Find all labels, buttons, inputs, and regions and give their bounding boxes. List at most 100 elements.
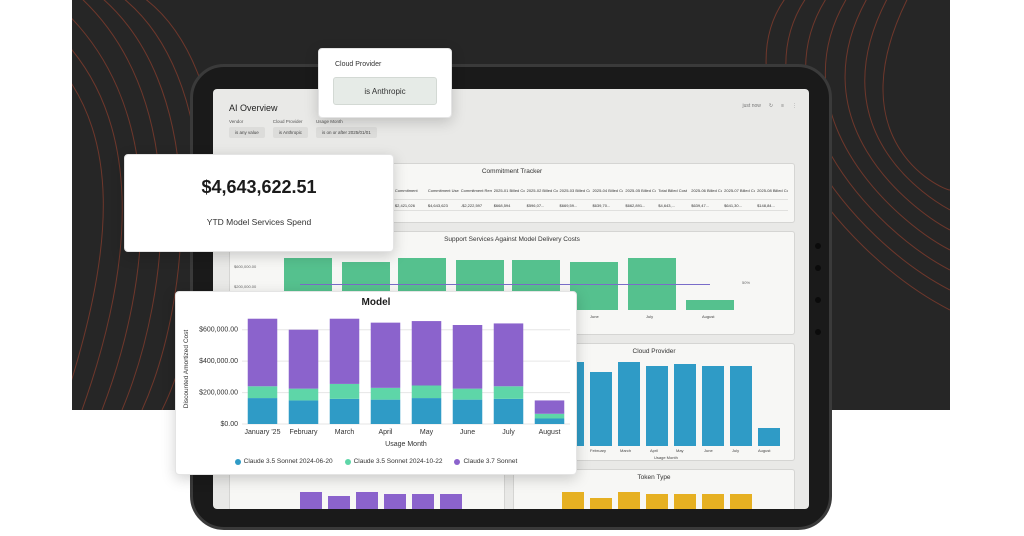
- table-cell: $669,59...: [559, 202, 578, 208]
- bar-segment: [370, 399, 401, 424]
- cloud-bar: [590, 372, 612, 446]
- filter-value[interactable]: is on or after 2025/01/01: [316, 127, 377, 138]
- filter-usage-month[interactable]: Usage Month is on or after 2025/01/01: [316, 119, 377, 138]
- table-header: 2025-02 Billed Cost: [526, 188, 558, 193]
- y-tick-label: $600,000.00: [199, 327, 238, 334]
- bar-segment: [247, 318, 278, 387]
- bar-segment: [411, 321, 442, 386]
- y-tick-label: $0.00: [220, 421, 238, 428]
- x-tick-label: March: [620, 448, 632, 453]
- y-tick-label: $400,000.00: [199, 358, 238, 365]
- table-cell: $148,84...: [757, 202, 775, 208]
- table-header: 2025-04 Billed Cost: [592, 188, 624, 193]
- chart-legend: Claude 3.5 Sonnet 2024-06-20 Claude 3.5 …: [176, 458, 576, 465]
- filter-vendor[interactable]: Vendor is any value: [229, 119, 265, 138]
- x-tick-label: April: [650, 448, 659, 453]
- table-cell: $639,70...: [592, 202, 611, 208]
- filter-label: Cloud Provider: [272, 119, 303, 124]
- button-dot: [815, 297, 821, 303]
- legend-swatch: [454, 458, 461, 465]
- cloud-bar: [730, 366, 752, 446]
- legend-item[interactable]: Claude 3.7 Sonnet: [454, 458, 517, 465]
- bar-segment: [534, 400, 565, 414]
- x-tick-label: August: [702, 314, 715, 319]
- dashboard-toolbar: just now ↻ ≡ ⋮: [743, 103, 797, 109]
- model-chart: $0.00 $200,000.00 $400,000.00 $600,000.00 Di…: [183, 318, 570, 448]
- table-header: 2025-08 Billed Cost: [757, 188, 788, 193]
- bar-segment: [288, 388, 319, 401]
- bar-segment: [329, 398, 360, 424]
- x-tick-label: April: [378, 429, 392, 436]
- table-cell: $662,891...: [625, 202, 646, 208]
- filter-icon[interactable]: ≡: [781, 103, 784, 109]
- model-bar-bg: [412, 494, 434, 509]
- table-header: Commitment: [394, 188, 418, 193]
- table-cell: $639,47...: [691, 202, 710, 208]
- model-bar-bg: [440, 494, 462, 509]
- x-axis-title: Usage Month: [385, 441, 427, 448]
- camera-dot: [815, 243, 821, 249]
- filter-label: Vendor: [229, 119, 244, 124]
- bar-segment: [411, 398, 442, 424]
- bar-segment: [493, 323, 524, 387]
- commitment-table: Vendor Commitment Commitment Used Commit…: [360, 182, 788, 211]
- table-cell: $596,07...: [526, 202, 545, 208]
- sensor-dot: [815, 265, 821, 271]
- bar-segment: [493, 386, 524, 399]
- model-bar-bg: [384, 494, 406, 509]
- token-bar: [646, 494, 668, 509]
- bar-segment: [247, 398, 278, 424]
- table-header: Total Billed Cost: [658, 188, 687, 193]
- filter-value[interactable]: is Anthropic: [272, 127, 309, 138]
- model-bar-bg: [328, 496, 350, 509]
- x-tick-label: March: [335, 429, 355, 436]
- x-axis-title: Usage Month: [654, 455, 678, 460]
- y-tick-label: $200,000.00: [234, 284, 257, 289]
- filter-label: Usage Month: [316, 119, 343, 124]
- token-bar: [702, 494, 724, 509]
- filter-card-title: Cloud Provider: [335, 61, 382, 68]
- bar-segment: [247, 386, 278, 399]
- filter-cloud-provider[interactable]: Cloud Provider is Anthropic: [272, 119, 309, 138]
- bar-segment: [329, 318, 360, 384]
- bar-segment: [534, 413, 565, 419]
- bar-segment: [370, 387, 401, 400]
- table-header: 2025-06 Billed Cost: [691, 188, 723, 193]
- legend-label: Claude 3.5 Sonnet 2024-10-22: [353, 458, 443, 465]
- more-icon[interactable]: ⋮: [792, 103, 797, 109]
- right-axis-label: 50%: [742, 280, 751, 285]
- dashboard-title: AI Overview: [229, 103, 278, 113]
- legend-item[interactable]: Claude 3.5 Sonnet 2024-06-20: [234, 458, 333, 465]
- table-cell: $668,594: [493, 202, 511, 208]
- x-tick-label: June: [704, 448, 713, 453]
- filter-bar: Vendor is any value Cloud Provider is An…: [229, 119, 377, 138]
- bar-segment: [288, 400, 319, 424]
- cloud-provider-value[interactable]: is Anthropic: [333, 77, 437, 105]
- legend-swatch: [344, 458, 351, 465]
- support-bar: [570, 262, 618, 310]
- table-header-row: Vendor Commitment Commitment Used Commit…: [360, 182, 788, 200]
- table-header: 2025-07 Billed Cost: [724, 188, 756, 193]
- model-panel-background: [229, 469, 505, 509]
- refresh-icon[interactable]: ↻: [768, 103, 774, 109]
- cloud-bar: [646, 366, 668, 446]
- table-header: 2025-01 Billed Cost: [493, 188, 525, 193]
- bar-segment: [288, 329, 319, 389]
- bar-segment: [452, 388, 483, 400]
- bar-segment: [329, 383, 360, 399]
- x-tick-label: February: [590, 448, 607, 453]
- panel-title: Cloud Provider: [632, 348, 676, 355]
- x-tick-label: May: [676, 448, 684, 453]
- support-line: [300, 284, 710, 285]
- x-tick-label: August: [758, 448, 771, 453]
- legend-label: Claude 3.5 Sonnet 2024-06-20: [243, 458, 333, 465]
- y-tick-label: $200,000.00: [199, 390, 238, 397]
- token-bar: [674, 494, 696, 509]
- ytd-spend-label: YTD Model Services Spend: [206, 217, 312, 227]
- cloud-bar: [702, 366, 724, 446]
- legend-item[interactable]: Claude 3.5 Sonnet 2024-10-22: [344, 458, 443, 465]
- token-bar: [562, 492, 584, 509]
- filter-value[interactable]: is any value: [229, 127, 265, 138]
- table-header: Commitment Used: [427, 188, 459, 193]
